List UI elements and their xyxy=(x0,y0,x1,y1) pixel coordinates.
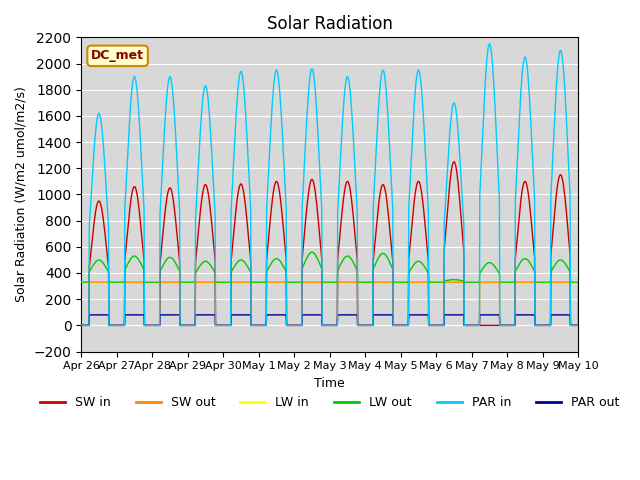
Y-axis label: Solar Radiation (W/m2 umol/m2/s): Solar Radiation (W/m2 umol/m2/s) xyxy=(15,86,28,302)
Title: Solar Radiation: Solar Radiation xyxy=(267,15,392,33)
Text: DC_met: DC_met xyxy=(91,49,144,62)
Legend: SW in, SW out, LW in, LW out, PAR in, PAR out: SW in, SW out, LW in, LW out, PAR in, PA… xyxy=(35,391,625,414)
X-axis label: Time: Time xyxy=(314,377,345,390)
